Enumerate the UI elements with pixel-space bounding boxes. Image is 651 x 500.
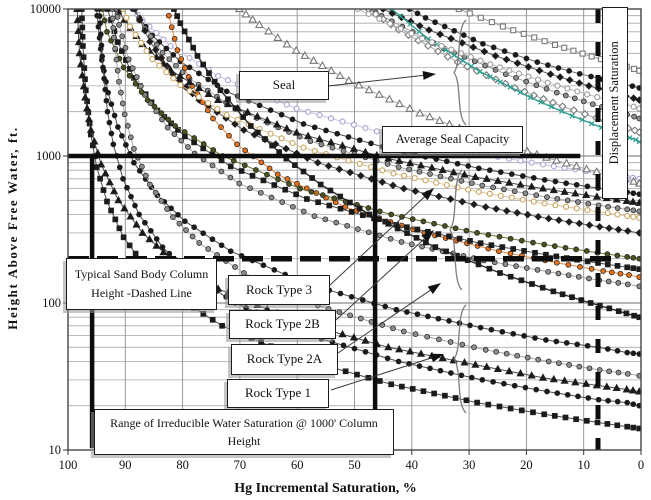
y-tick-label: 100 (42, 296, 61, 310)
annotation-arrowhead (430, 353, 444, 363)
group-brace (449, 169, 463, 291)
typical-sand-body-label-box: Typical Sand Body Column Height -Dashed … (66, 258, 217, 310)
annotation-arrow-line (330, 357, 432, 391)
typical-sand-body-line2: Height -Dashed Line (91, 286, 192, 300)
rock-type-2a-label-box: Rock Type 2A (231, 344, 338, 375)
rock-type-3-label-box: Rock Type 3 (228, 275, 330, 305)
series-markers-rt3-c (131, 9, 641, 237)
irreducible-water-saturation-label-box: Range of Irreducible Water Saturation @ … (94, 409, 394, 455)
displacement-saturation-label-box: Displacement Saturation (602, 7, 628, 199)
average-seal-capacity-label-box: Average Seal Capacity (382, 126, 523, 153)
x-axis-title: Hg Incremental Saturation, % (234, 481, 417, 496)
x-tick-label: 90 (119, 458, 132, 472)
y-tick-label: 1000 (36, 149, 61, 163)
irreducible-range-line2: Height (227, 434, 261, 448)
displacement-saturation-label: Displacement Saturation (607, 41, 622, 165)
irreducible-range-line1: Range of Irreducible Water Saturation @ … (110, 416, 378, 430)
rock-type-1-label: Rock Type 1 (244, 385, 311, 401)
annotation-arrowhead (427, 283, 441, 294)
x-tick-label: 10 (577, 458, 590, 472)
series-markers-seal-h (406, 9, 641, 91)
x-tick-label: 80 (176, 458, 189, 472)
annotation-arrow-line (327, 74, 424, 87)
typical-sand-body-line1: Typical Sand Body Column (74, 267, 209, 282)
annotation-arrow-line (329, 196, 425, 286)
annotation-arrow-line (334, 289, 431, 356)
x-tick-label: 70 (234, 458, 247, 472)
rock-type-2a-label: Rock Type 2A (246, 351, 323, 367)
average-seal-capacity-label: Average Seal Capacity (395, 131, 510, 146)
series-markers-rt2b-e (171, 9, 641, 321)
x-tick-label: 0 (638, 458, 644, 472)
rock-type-1-label-box: Rock Type 1 (227, 379, 329, 408)
x-tick-label: 100 (59, 458, 78, 472)
series-markers-rt1-a (96, 9, 641, 409)
rock-type-2b-label-box: Rock Type 2B (229, 310, 336, 339)
x-tick-label: 60 (291, 458, 304, 472)
x-tick-label: 50 (348, 458, 361, 472)
annotation-arrowhead (421, 230, 434, 243)
seal-label-box: Seal (239, 71, 329, 100)
series-markers-rt2b-d (99, 9, 641, 262)
x-tick-label: 30 (463, 458, 476, 472)
annotation-arrow-line (335, 238, 425, 321)
rock-type-2b-label: Rock Type 2B (245, 316, 320, 332)
y-tick-label: 10000 (30, 2, 61, 16)
group-brace (453, 19, 467, 126)
rock-type-3-label: Rock Type 3 (245, 281, 312, 297)
y-axis-title: Height Above Free Water, ft. (5, 126, 20, 330)
y-tick-label: 10 (49, 443, 62, 457)
x-tick-label: 40 (406, 458, 419, 472)
group-brace (453, 304, 467, 414)
annotation-arrowhead (422, 71, 436, 80)
series-markers-rt2b-c (119, 9, 641, 221)
annotation-arrowhead (421, 188, 434, 201)
seal-label: Seal (272, 77, 296, 93)
x-tick-label: 20 (520, 458, 533, 472)
